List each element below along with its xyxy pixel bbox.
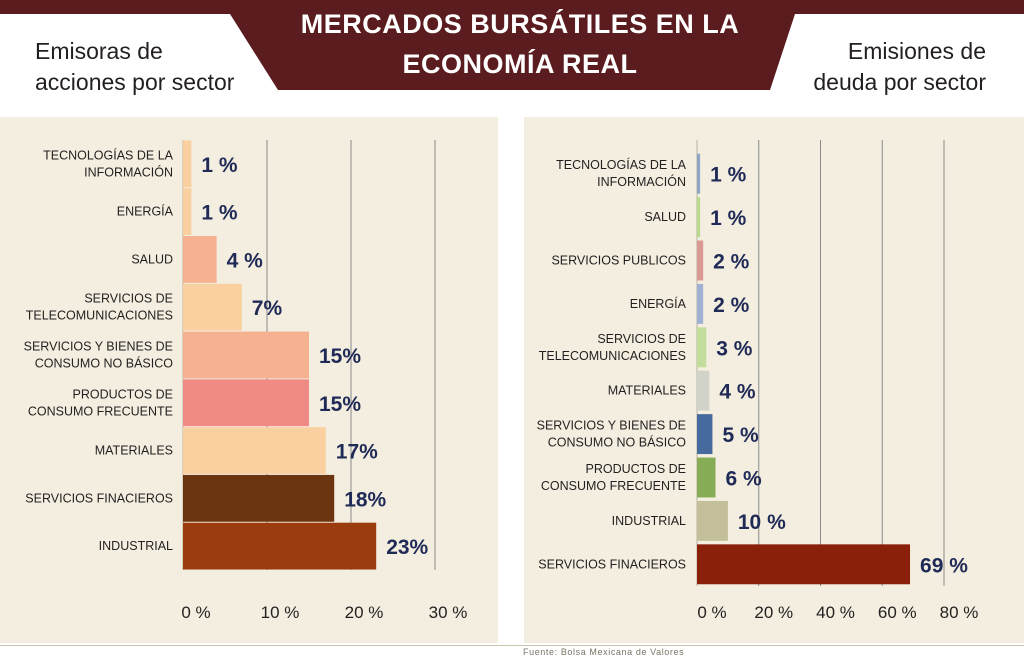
equity-category-label: ENERGÍA [117, 204, 174, 219]
equity-bar [183, 236, 217, 283]
debt-value-label: 69 % [920, 554, 968, 577]
equity-category-label: SALUD [131, 252, 173, 266]
debt-tick-label: 60 % [878, 603, 917, 622]
debt-value-label: 6 % [726, 468, 763, 491]
debt-category-label: SALUD [644, 210, 686, 224]
debt-value-label: 2 % [713, 251, 750, 274]
equity-category-label: INFORMACIÓN [84, 164, 173, 179]
debt-bar [697, 370, 710, 411]
equity-tick-label: 30 % [429, 603, 468, 622]
left-chart-title: Emisoras de acciones por sector [35, 36, 234, 98]
left-title-line2: acciones por sector [35, 69, 235, 95]
equity-bar [183, 283, 242, 331]
debt-category-label: CONSUMO NO BÁSICO [548, 435, 686, 450]
equity-bar [183, 522, 377, 570]
debt-category-label: INFORMACIÓN [597, 174, 686, 189]
debt-category-label: SERVICIOS Y BIENES DE [537, 419, 686, 433]
equity-bar [183, 188, 192, 236]
equity-chart-panel: 0 % 10 % 20 % 30 % TECNOLOGÍAS DE LA INFORMAC… [0, 117, 498, 643]
equity-bar [183, 331, 309, 379]
main-title-line1: MERCADOS BURSÁTILES EN LA [300, 9, 740, 39]
debt-tick-label: 20 % [754, 603, 793, 622]
equity-category-label: PRODUCTOS DE [73, 387, 173, 401]
debt-value-label: 5 % [722, 424, 759, 447]
equity-tick-label: 10 % [261, 603, 300, 622]
debt-bar [697, 457, 716, 498]
equity-bar [183, 474, 335, 522]
debt-value-label: 4 % [719, 381, 756, 404]
debt-category-label: SERVICIOS PUBLICOS [551, 254, 686, 268]
debt-bar [697, 327, 707, 368]
equity-category-label: CONSUMO NO BÁSICO [35, 356, 173, 371]
debt-value-label: 1 % [710, 164, 747, 187]
right-chart-title: Emisiones de deuda por sector [813, 36, 986, 98]
debt-value-label: 1 % [710, 207, 747, 230]
debt-category-label: CONSUMO FRECUENTE [541, 479, 686, 493]
equity-category-label: SERVICIOS FINACIEROS [25, 491, 173, 505]
debt-value-label: 10 % [738, 511, 786, 534]
equity-value-label: 15% [319, 393, 361, 416]
debt-value-label: 3 % [716, 337, 753, 360]
equity-value-label: 15% [319, 345, 361, 368]
debt-category-label: SERVICIOS FINACIEROS [538, 557, 686, 571]
equity-value-label: 1 % [201, 154, 238, 177]
equity-category-label: INDUSTRIAL [99, 539, 173, 553]
debt-category-label: INDUSTRIAL [612, 514, 686, 528]
equity-bar [183, 140, 192, 188]
equity-value-label: 23% [386, 536, 428, 559]
equity-category-label: TELECOMUNICACIONES [26, 309, 173, 323]
debt-category-label: TECNOLOGÍAS DE LA [556, 157, 687, 172]
right-title-line1: Emisiones de [847, 38, 986, 64]
equity-value-label: 17% [336, 441, 378, 464]
debt-category-label: ENERGÍA [630, 296, 687, 311]
equity-category-label: SERVICIOS DE [84, 292, 173, 306]
debt-bar [697, 500, 728, 541]
equity-value-label: 1 % [201, 202, 238, 225]
left-title-line1: Emisoras de [35, 38, 163, 64]
debt-bar [697, 197, 701, 238]
debt-tick-label: 40 % [816, 603, 855, 622]
debt-chart-panel: 0 % 20 % 40 % 60 % 80 % TECNOLOGÍAS DE LA INFO… [524, 117, 1024, 643]
equity-value-label: 18% [344, 488, 386, 511]
debt-bar [697, 153, 701, 194]
main-title-line2: ECONOMÍA REAL [402, 49, 638, 79]
debt-category-label: MATERIALES [608, 384, 686, 398]
debt-tick-label: 0 % [697, 603, 726, 622]
equity-category-label: CONSUMO FRECUENTE [28, 404, 173, 418]
equity-value-label: 4 % [227, 249, 264, 272]
equity-bar [183, 379, 309, 427]
debt-category-label: TELECOMUNICACIONES [539, 349, 686, 363]
debt-bar [697, 414, 713, 455]
equity-chart: 0 % 10 % 20 % 30 % TECNOLOGÍAS DE LA INFORMAC… [24, 140, 468, 622]
debt-tick-label: 80 % [940, 603, 979, 622]
equity-value-label: 7% [252, 297, 283, 320]
debt-category-label: PRODUCTOS DE [586, 462, 686, 476]
equity-category-label: TECNOLOGÍAS DE LA [43, 147, 174, 162]
debt-bar [697, 240, 704, 281]
footer-divider [0, 645, 1024, 646]
debt-chart: 0 % 20 % 40 % 60 % 80 % TECNOLOGÍAS DE LA INFO… [537, 140, 979, 622]
debt-category-label: SERVICIOS DE [597, 332, 686, 346]
equity-category-label: MATERIALES [95, 444, 173, 458]
source-note: Fuente: Bolsa Mexicana de Valores [523, 647, 685, 657]
equity-category-label: SERVICIOS Y BIENES DE [24, 340, 173, 354]
equity-tick-label: 20 % [345, 603, 384, 622]
debt-bar [697, 544, 911, 585]
right-title-line2: deuda por sector [813, 69, 986, 95]
debt-bar [697, 283, 704, 324]
debt-value-label: 2 % [713, 294, 750, 317]
equity-tick-label: 0 % [181, 603, 210, 622]
equity-bar [183, 427, 326, 474]
title-banner [230, 14, 795, 90]
top-accent-bar [0, 0, 1024, 14]
